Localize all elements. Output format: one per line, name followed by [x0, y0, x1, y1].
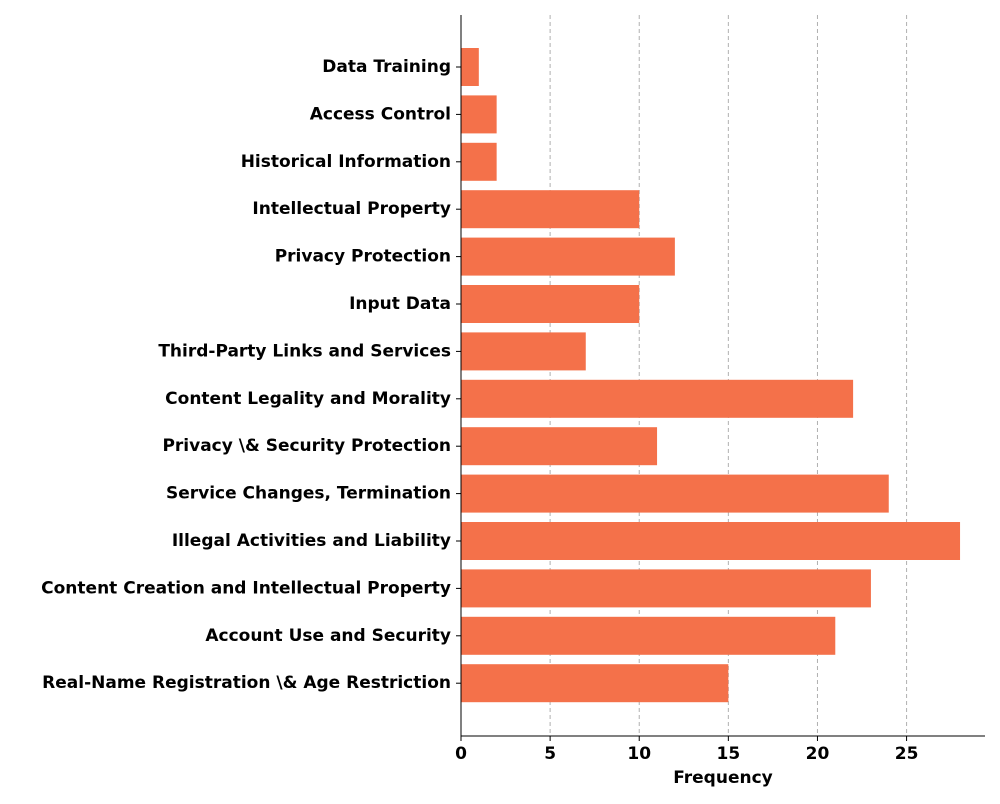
x-tick-label: 25	[895, 744, 919, 764]
axes	[460, 15, 985, 737]
x-tick-label: 20	[806, 744, 830, 764]
bar	[461, 474, 889, 513]
bar	[461, 237, 675, 276]
category-label: Historical Information	[241, 152, 451, 172]
category-label: Access Control	[310, 104, 451, 124]
x-ticks: 0 5 10 15 20 25	[455, 736, 918, 764]
bar	[461, 522, 961, 560]
bar	[461, 285, 640, 323]
bar	[461, 379, 854, 418]
category-label: Illegal Activities and Liability	[172, 531, 451, 551]
bars	[461, 48, 961, 703]
bar	[461, 332, 586, 371]
category-label: Input Data	[349, 294, 451, 314]
category-label: Third-Party Links and Services	[158, 341, 451, 361]
category-label: Data Training	[322, 57, 451, 77]
bar	[461, 616, 836, 655]
x-tick-label: 5	[544, 744, 556, 764]
bar	[461, 190, 640, 229]
bar	[461, 664, 729, 703]
category-label: Intellectual Property	[252, 199, 451, 219]
bar	[461, 569, 871, 608]
x-tick-label: 15	[717, 744, 741, 764]
grid-lines	[549, 15, 908, 736]
bar	[461, 48, 479, 86]
category-labels: Data Training Access Control Historical In…	[41, 57, 461, 693]
bar	[461, 427, 658, 466]
category-label: Content Legality and Morality	[165, 389, 451, 409]
x-axis-title: Frequency	[673, 768, 773, 788]
x-tick-label: 10	[627, 744, 651, 764]
category-label: Privacy \& Security Protection	[162, 436, 451, 456]
category-label: Content Creation and Intellectual Proper…	[41, 578, 451, 598]
category-label: Privacy Protection	[275, 247, 451, 267]
category-label: Account Use and Security	[205, 626, 451, 646]
category-label: Real-Name Registration \& Age Restrictio…	[42, 673, 451, 693]
bar	[461, 95, 497, 134]
bar	[461, 142, 497, 181]
category-label: Service Changes, Termination	[166, 484, 451, 504]
x-tick-label: 0	[455, 744, 467, 764]
